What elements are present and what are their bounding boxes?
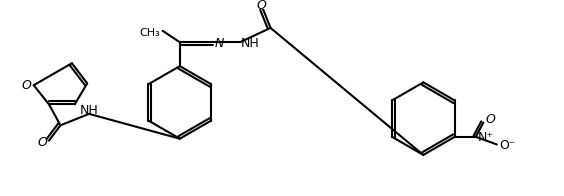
Text: O⁻: O⁻ [500,139,516,152]
Text: NH: NH [241,37,259,50]
Text: O: O [37,136,47,149]
Text: NH: NH [80,103,99,117]
Text: O: O [22,79,32,92]
Text: O: O [486,113,495,126]
Text: N⁺: N⁺ [478,131,494,144]
Text: N: N [214,37,223,50]
Text: O: O [256,0,266,12]
Text: CH₃: CH₃ [139,28,160,38]
